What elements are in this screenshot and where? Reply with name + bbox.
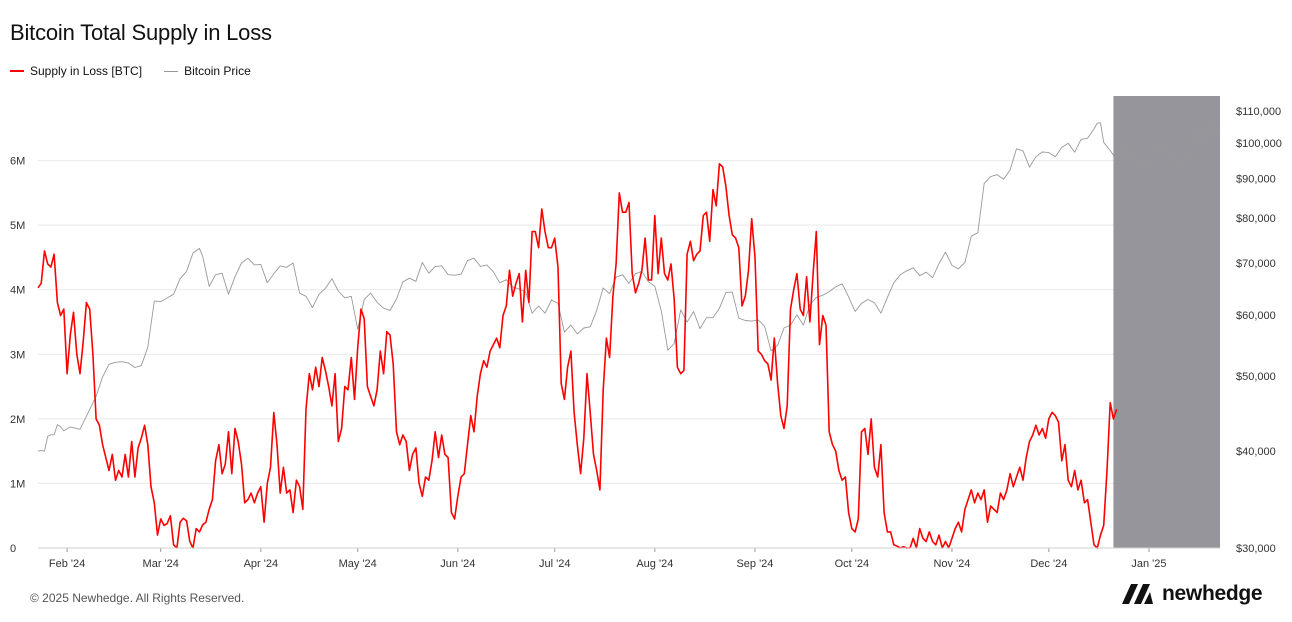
legend: Supply in Loss [BTC] Bitcoin Price	[10, 64, 251, 78]
y-left-tick-label: 0	[10, 543, 16, 555]
y-right-tick-label: $40,000	[1236, 446, 1276, 458]
y-left-tick-label: 6M	[10, 156, 25, 168]
shaded-region-layer	[1113, 96, 1220, 548]
newhedge-logo-icon	[1122, 584, 1153, 604]
copyright-text: © 2025 Newhedge. All Rights Reserved.	[30, 591, 245, 605]
legend-swatch-price	[164, 70, 179, 72]
x-tick-label: Sep '24	[736, 558, 773, 570]
x-tick-label: Oct '24	[835, 558, 870, 570]
y-left-tick-label: 3M	[10, 349, 25, 361]
x-tick-label: Apr '24	[244, 558, 279, 570]
y-left-tick-label: 4M	[10, 285, 25, 297]
y-right-tick-label: $50,000	[1236, 371, 1276, 383]
axes-layer: 0 1M 2M 3M 4M 5M 6M $30,000 $40,000 $50,000 $60,00…	[10, 106, 1282, 570]
x-tick-label: Jan '25	[1131, 558, 1166, 570]
y-left-tick-label: 1M	[10, 478, 25, 490]
y-right-tick-label: $30,000	[1236, 543, 1276, 555]
gridlines	[38, 160, 1220, 484]
chart-title: Bitcoin Total Supply in Loss	[10, 20, 272, 45]
legend-swatch-supply	[10, 70, 24, 72]
brand-logo[interactable]: newhedge	[1122, 582, 1263, 606]
legend-item-bitcoin-price[interactable]: Bitcoin Price	[164, 64, 251, 78]
y-left-tick-label: 5M	[10, 220, 25, 232]
shaded-forecast-region	[1113, 96, 1220, 548]
series-line-supply-in-loss	[37, 163, 1118, 549]
legend-label-price: Bitcoin Price	[184, 64, 251, 78]
y-right-tick-label: $70,000	[1236, 258, 1276, 270]
series-line-bitcoin-price	[37, 122, 1221, 452]
x-tick-label: Nov '24	[933, 558, 970, 570]
y-right-tick-label: $100,000	[1236, 138, 1282, 150]
brand-name: newhedge	[1162, 582, 1263, 605]
y-left-tick-label: 2M	[10, 414, 25, 426]
x-tick-label: Feb '24	[49, 558, 85, 570]
x-tick-label: Aug '24	[636, 558, 673, 570]
legend-label-supply: Supply in Loss [BTC]	[30, 64, 143, 78]
y-right-tick-label: $60,000	[1236, 310, 1276, 322]
y-right-tick-label: $80,000	[1236, 213, 1276, 225]
x-tick-label: May '24	[339, 558, 377, 570]
y-right-tick-label: $90,000	[1236, 173, 1276, 185]
x-tick-label: Jul '24	[539, 558, 570, 570]
x-tick-label: Dec '24	[1030, 558, 1067, 570]
y-right-tick-label: $110,000	[1236, 106, 1281, 118]
series-layer	[37, 122, 1221, 549]
legend-item-supply-in-loss[interactable]: Supply in Loss [BTC]	[10, 64, 142, 78]
x-tick-label: Mar '24	[143, 558, 179, 570]
x-tick-label: Jun '24	[440, 558, 475, 570]
